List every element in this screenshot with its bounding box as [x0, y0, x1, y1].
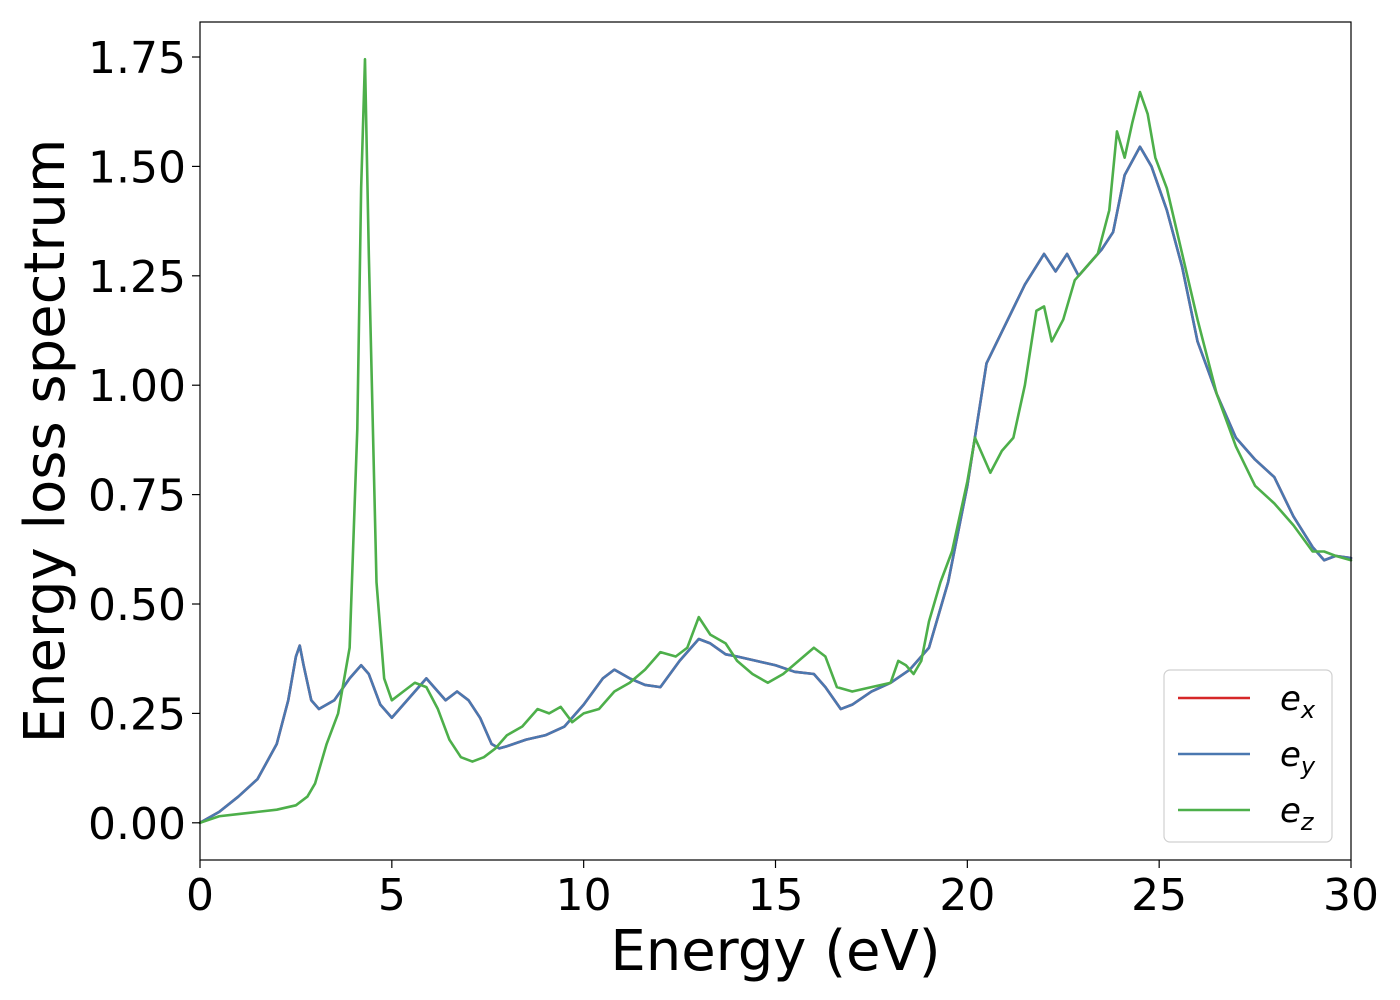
legend-box — [1163, 669, 1333, 843]
x-axis-title: Energy (eV) — [610, 919, 940, 984]
y-axis: 0.00 0.25 0.50 0.75 1.00 1.25 1.50 1.75 — [88, 33, 200, 850]
y-axis-title: Energy loss spectrum — [13, 139, 78, 744]
y-tick-label: 1.00 — [88, 361, 186, 412]
legend: ex ey ez — [1163, 669, 1333, 843]
y-tick-label: 0.25 — [88, 689, 186, 740]
series-layer — [198, 57, 1353, 825]
y-tick-label: 1.25 — [88, 252, 186, 303]
legend-label-ey: ey — [1280, 735, 1316, 780]
y-tick-label: 0.00 — [88, 799, 186, 850]
x-tick-label: 20 — [939, 870, 995, 921]
x-tick-label: 0 — [186, 870, 214, 921]
x-axis: 0 5 10 15 20 25 30 — [186, 860, 1379, 921]
x-tick-label: 5 — [378, 870, 406, 921]
x-tick-label: 15 — [748, 870, 804, 921]
y-tick-label: 1.50 — [88, 142, 186, 193]
series-line-ez — [198, 57, 1353, 825]
series-line-ey — [198, 145, 1353, 825]
x-tick-label: 25 — [1131, 870, 1187, 921]
y-tick-label: 0.75 — [88, 471, 186, 522]
y-tick-label: 0.50 — [88, 580, 186, 631]
x-tick-label: 10 — [556, 870, 612, 921]
legend-label-ex: ex — [1280, 679, 1316, 724]
x-tick-label: 30 — [1323, 870, 1379, 921]
y-tick-label: 1.75 — [88, 33, 186, 84]
legend-label-ez: ez — [1280, 791, 1315, 836]
